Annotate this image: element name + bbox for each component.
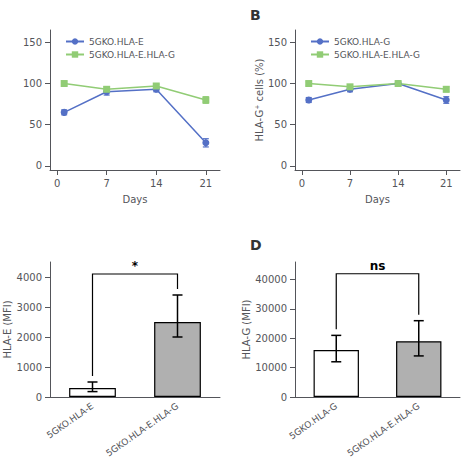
svg-text:HLA-G (MFI): HLA-G (MFI) <box>241 299 252 359</box>
svg-text:7: 7 <box>347 178 353 189</box>
svg-text:5GKO.HLA-G: 5GKO.HLA-G <box>334 37 390 47</box>
svg-text:5GKO.HLA-E.HLA-G: 5GKO.HLA-E.HLA-G <box>346 401 422 459</box>
svg-text:150: 150 <box>268 37 287 48</box>
svg-text:5GKO.HLA-G: 5GKO.HLA-G <box>287 401 339 441</box>
svg-text:0: 0 <box>281 392 287 403</box>
svg-text:2000: 2000 <box>17 332 42 343</box>
svg-text:5GKO.HLA-E.HLA-G: 5GKO.HLA-E.HLA-G <box>334 50 420 60</box>
svg-text:0: 0 <box>36 160 42 171</box>
svg-text:1000: 1000 <box>17 362 42 373</box>
svg-text:4000: 4000 <box>17 272 42 283</box>
svg-text:30000: 30000 <box>255 303 287 314</box>
svg-text:10000: 10000 <box>255 362 287 373</box>
svg-text:0: 0 <box>281 160 287 171</box>
svg-text:50: 50 <box>29 119 42 130</box>
svg-text:5GKO.HLA-E.HLA-G: 5GKO.HLA-E.HLA-G <box>104 401 180 459</box>
svg-text:0: 0 <box>36 392 42 403</box>
svg-text:100: 100 <box>23 78 42 89</box>
svg-text:40000: 40000 <box>255 274 287 285</box>
svg-text:20000: 20000 <box>255 333 287 344</box>
svg-text:HLA-E (MFI): HLA-E (MFI) <box>2 300 13 358</box>
svg-text:14: 14 <box>150 178 163 189</box>
svg-text:21: 21 <box>199 178 212 189</box>
svg-text:100: 100 <box>268 78 287 89</box>
svg-text:0: 0 <box>54 178 60 189</box>
svg-text:D: D <box>250 237 262 253</box>
svg-text:7: 7 <box>103 178 109 189</box>
svg-text:ns: ns <box>370 259 386 273</box>
svg-text:14: 14 <box>392 178 405 189</box>
svg-text:Days: Days <box>365 194 390 205</box>
svg-text:0: 0 <box>299 178 305 189</box>
svg-text:B: B <box>250 7 261 23</box>
svg-text:50: 50 <box>274 119 287 130</box>
svg-text:*: * <box>132 259 139 273</box>
svg-text:150: 150 <box>23 37 42 48</box>
svg-text:Days: Days <box>123 194 148 205</box>
svg-text:21: 21 <box>440 178 453 189</box>
svg-text:HLA-G⁺ cells (%): HLA-G⁺ cells (%) <box>254 58 265 141</box>
svg-text:3000: 3000 <box>17 302 42 313</box>
svg-text:5GKO.HLA-E: 5GKO.HLA-E <box>89 37 144 47</box>
svg-text:5GKO.HLA-E: 5GKO.HLA-E <box>45 401 96 441</box>
svg-text:5GKO.HLA-E.HLA-G: 5GKO.HLA-E.HLA-G <box>89 50 175 60</box>
